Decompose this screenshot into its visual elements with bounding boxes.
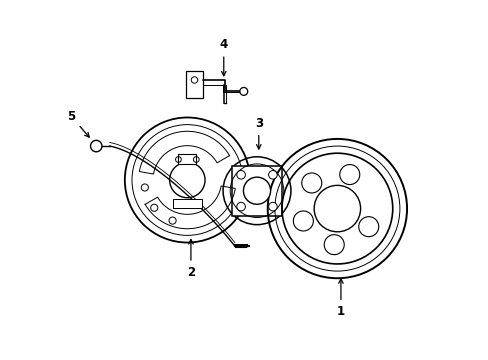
Text: 3: 3 (254, 117, 263, 149)
Bar (178, 154, 196, 165)
Bar (231, 166, 282, 216)
Circle shape (243, 177, 270, 204)
Text: 4: 4 (219, 39, 227, 76)
Circle shape (236, 202, 245, 211)
Circle shape (191, 77, 197, 83)
Circle shape (268, 171, 277, 179)
Bar (185, 71, 203, 98)
Circle shape (240, 87, 247, 95)
Text: 1: 1 (336, 279, 345, 318)
Circle shape (236, 171, 245, 179)
Text: 5: 5 (67, 110, 89, 137)
Bar (173, 199, 201, 208)
Text: 2: 2 (186, 239, 195, 279)
Circle shape (268, 202, 277, 211)
